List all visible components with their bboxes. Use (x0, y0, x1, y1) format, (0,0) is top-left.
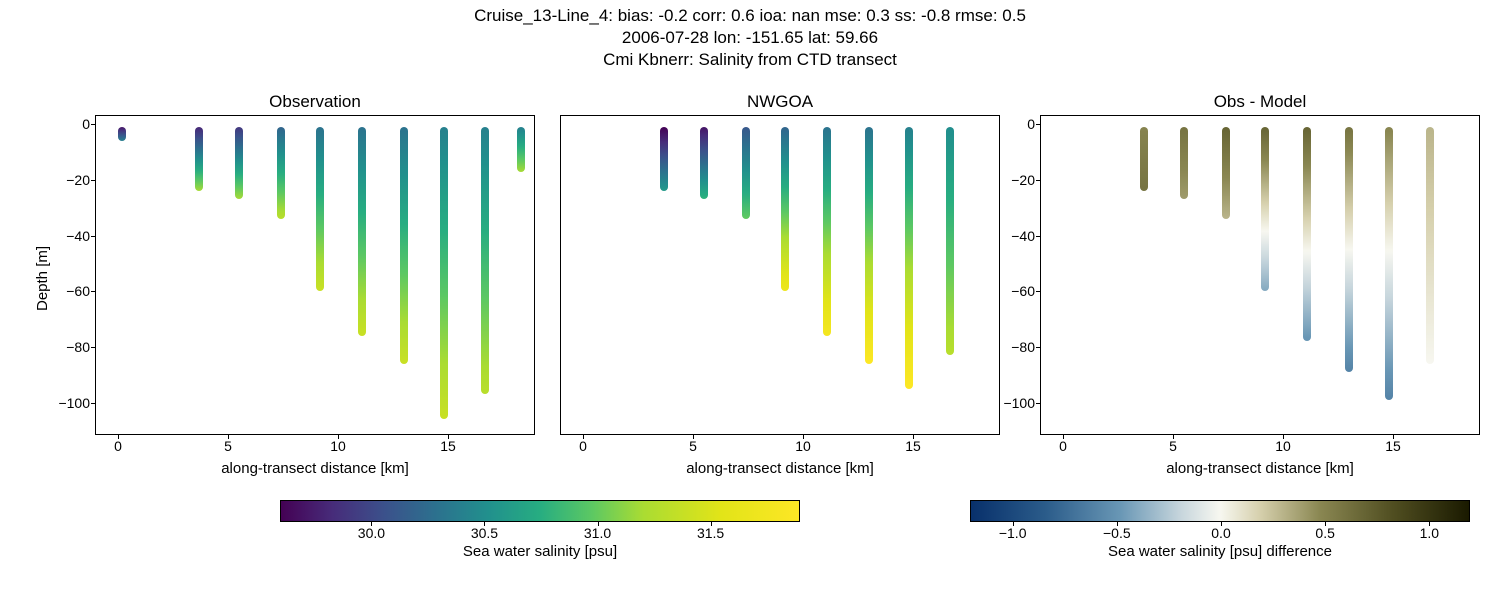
colorbar-label: Sea water salinity [psu] (281, 543, 799, 560)
profile-bar (1385, 127, 1393, 400)
profile-bar (1180, 127, 1188, 199)
xtick-label: 5 (689, 438, 697, 454)
profile-bar (1140, 127, 1148, 191)
profile-bar (235, 127, 243, 199)
xlabel: along-transect distance [km] (561, 460, 999, 477)
profile-bar (660, 127, 668, 191)
colorbar-tick: 1.0 (1420, 525, 1439, 541)
colorbar-tick: 0.5 (1315, 525, 1334, 541)
colorbar-tick: −0.5 (1103, 525, 1131, 541)
ytick-label: −40 (1011, 228, 1035, 244)
colorbar-label: Sea water salinity [psu] difference (971, 543, 1469, 560)
profiles-model (561, 116, 999, 434)
xtick-label: 10 (795, 438, 811, 454)
ytick-label: −20 (1011, 172, 1035, 188)
xtick-label: 0 (114, 438, 122, 454)
ytick-label: −100 (1003, 395, 1035, 411)
profile-bar (1222, 127, 1230, 219)
profile-bar (742, 127, 750, 219)
profile-bar (865, 127, 873, 364)
profile-bar (481, 127, 489, 394)
colorbar-tick: 31.5 (697, 525, 724, 541)
profile-bar (781, 127, 789, 291)
colorbar-tick: 30.0 (358, 525, 385, 541)
ytick-label: 0 (1027, 116, 1035, 132)
profile-bar (195, 127, 203, 191)
profiles-obs (96, 116, 534, 434)
profile-bar (905, 127, 913, 389)
profile-bar (1426, 127, 1434, 364)
panel-nwgoa: NWGOA 051015along-transect distance [km] (560, 115, 1000, 435)
xtick-label: 5 (224, 438, 232, 454)
panel-title: Obs - Model (1041, 92, 1479, 112)
panel-title: NWGOA (561, 92, 999, 112)
colorbar-tick: −1.0 (999, 525, 1027, 541)
profile-bar (700, 127, 708, 199)
profile-bar (440, 127, 448, 419)
panel-observation: Observation 051015along-transect distanc… (95, 115, 535, 435)
colorbar-difference: Sea water salinity [psu] difference −1.0… (970, 500, 1470, 522)
xlabel: along-transect distance [km] (96, 460, 534, 477)
colorbar-tick: 31.0 (584, 525, 611, 541)
profile-bar (517, 127, 525, 172)
xtick-label: 0 (1059, 438, 1067, 454)
xtick-label: 10 (1275, 438, 1291, 454)
xtick-label: 5 (1169, 438, 1177, 454)
profile-bar (946, 127, 954, 355)
xtick-label: 10 (330, 438, 346, 454)
figure: Cruise_13-Line_4: bias: -0.2 corr: 0.6 i… (0, 0, 1500, 600)
panel-diff: Obs - Model 051015along-transect distanc… (1040, 115, 1480, 435)
ytick-label: −40 (66, 228, 90, 244)
xtick-label: 15 (905, 438, 921, 454)
ytick-label: −80 (66, 339, 90, 355)
colorbar-tick: 0.0 (1211, 525, 1230, 541)
ytick-label: −20 (66, 172, 90, 188)
profile-bar (1303, 127, 1311, 341)
xtick-label: 0 (579, 438, 587, 454)
suptitle-line3: Cmi Kbnerr: Salinity from CTD transect (0, 50, 1500, 70)
suptitle-line1: Cruise_13-Line_4: bias: -0.2 corr: 0.6 i… (0, 6, 1500, 26)
profile-bar (1261, 127, 1269, 291)
profiles-diff (1041, 116, 1479, 434)
ytick-label: −60 (66, 283, 90, 299)
profile-bar (118, 127, 126, 141)
profile-bar (277, 127, 285, 219)
xtick-label: 15 (1385, 438, 1401, 454)
panel-title: Observation (96, 92, 534, 112)
ytick-label: −80 (1011, 339, 1035, 355)
ylabel: Depth [m] (34, 246, 51, 311)
colorbar-salinity: Sea water salinity [psu] 30.030.531.031.… (280, 500, 800, 522)
profile-bar (823, 127, 831, 336)
ytick-label: 0 (82, 116, 90, 132)
profile-bar (358, 127, 366, 336)
xlabel: along-transect distance [km] (1041, 460, 1479, 477)
colorbar-tick: 30.5 (471, 525, 498, 541)
ytick-label: −60 (1011, 283, 1035, 299)
ytick-label: −100 (58, 395, 90, 411)
xtick-label: 15 (440, 438, 456, 454)
profile-bar (316, 127, 324, 291)
suptitle-line2: 2006-07-28 lon: -151.65 lat: 59.66 (0, 28, 1500, 48)
profile-bar (400, 127, 408, 364)
profile-bar (1345, 127, 1353, 372)
